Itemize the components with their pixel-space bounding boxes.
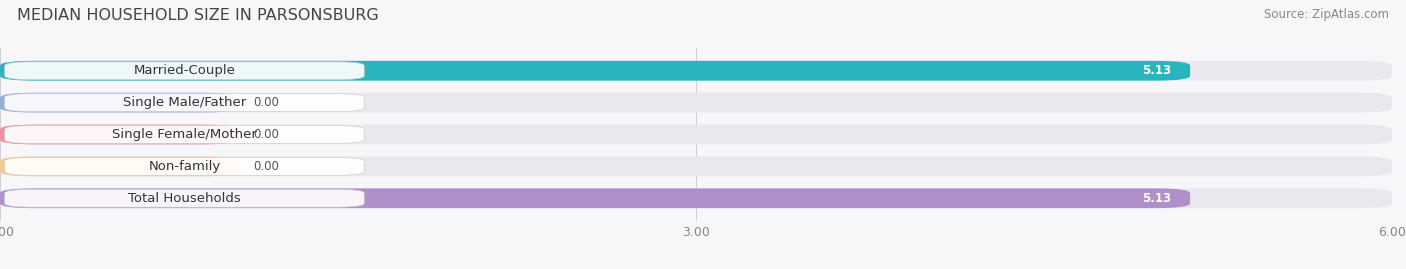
FancyBboxPatch shape	[0, 157, 236, 176]
FancyBboxPatch shape	[0, 157, 1392, 176]
Text: 5.13: 5.13	[1143, 64, 1171, 77]
FancyBboxPatch shape	[0, 93, 236, 112]
Text: MEDIAN HOUSEHOLD SIZE IN PARSONSBURG: MEDIAN HOUSEHOLD SIZE IN PARSONSBURG	[17, 8, 378, 23]
FancyBboxPatch shape	[0, 61, 1189, 81]
FancyBboxPatch shape	[4, 157, 364, 175]
FancyBboxPatch shape	[4, 62, 364, 80]
FancyBboxPatch shape	[4, 94, 364, 112]
Text: 0.00: 0.00	[253, 96, 278, 109]
Text: Total Households: Total Households	[128, 192, 240, 205]
Text: 5.13: 5.13	[1143, 192, 1171, 205]
Text: Single Male/Father: Single Male/Father	[122, 96, 246, 109]
FancyBboxPatch shape	[0, 125, 236, 144]
Text: Single Female/Mother: Single Female/Mother	[112, 128, 257, 141]
FancyBboxPatch shape	[0, 188, 1189, 208]
FancyBboxPatch shape	[0, 61, 1392, 81]
Text: Married-Couple: Married-Couple	[134, 64, 235, 77]
FancyBboxPatch shape	[4, 189, 364, 207]
Text: Source: ZipAtlas.com: Source: ZipAtlas.com	[1264, 8, 1389, 21]
Text: 0.00: 0.00	[253, 128, 278, 141]
FancyBboxPatch shape	[0, 125, 1392, 144]
FancyBboxPatch shape	[4, 126, 364, 143]
FancyBboxPatch shape	[0, 93, 1392, 112]
FancyBboxPatch shape	[0, 188, 1392, 208]
Text: Non-family: Non-family	[148, 160, 221, 173]
Text: 0.00: 0.00	[253, 160, 278, 173]
